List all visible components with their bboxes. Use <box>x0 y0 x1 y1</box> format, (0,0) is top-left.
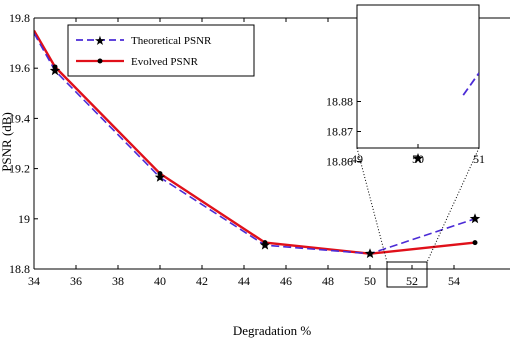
legend-box <box>67 24 255 77</box>
x-tick-label: 44 <box>238 274 250 288</box>
point-theoretical <box>154 171 166 182</box>
inset-y-tick-label: 18.88 <box>326 95 353 109</box>
x-tick-label: 38 <box>112 274 124 288</box>
x-ticks: 34 36 38 40 42 44 46 48 50 52 54 <box>28 18 460 288</box>
inset-x-tick-label: 50 <box>412 152 424 166</box>
inset-point-evolved <box>415 156 421 161</box>
inset-x-ticks: 49 50 51 <box>351 144 485 166</box>
series-line-0 <box>34 32 476 255</box>
y-tick-label: 19.8 <box>9 11 30 25</box>
legend-label-theoretical: Theoretical PSNR <box>131 35 212 47</box>
point-evolved <box>157 171 163 177</box>
zoom-region-box <box>386 261 428 288</box>
point-theoretical <box>469 213 481 224</box>
series-line-1 <box>34 29 476 255</box>
y-tick-label: 19.4 <box>9 111 30 125</box>
x-tick-label: 50 <box>364 274 376 288</box>
y-ticks: 18.8 19 19.2 19.4 19.6 19.8 <box>9 11 38 276</box>
x-tick-label: 36 <box>70 274 82 288</box>
inset-y-tick-label: 18.86 <box>326 155 353 169</box>
x-tick-label: 42 <box>196 274 208 288</box>
x-tick-label: 52 <box>406 274 418 288</box>
x-tick-label: 48 <box>322 274 334 288</box>
x-tick-label: 40 <box>154 274 166 288</box>
main-lines <box>34 29 476 255</box>
inset-x-tick-label: 51 <box>473 152 485 166</box>
y-tick-label: 19 <box>18 212 30 226</box>
point-theoretical <box>49 65 61 76</box>
legend-marker-theoretical: ★ <box>94 34 106 49</box>
point-evolved <box>52 64 58 70</box>
y-tick-label: 19.6 <box>9 61 30 75</box>
point-evolved <box>262 240 268 246</box>
y-tick-label: 18.8 <box>9 262 30 276</box>
y-tick-label: 19.2 <box>9 162 30 176</box>
legend-label-evolved: Evolved PSNR <box>131 56 199 68</box>
inset-x-tick-label: 49 <box>351 152 363 166</box>
x-tick-label: 34 <box>28 274 40 288</box>
legend: ★ Theoretical PSNR Evolved PSNR <box>67 24 255 77</box>
point-evolved <box>367 251 373 257</box>
x-tick-label: 46 <box>280 274 292 288</box>
main-markers <box>49 64 481 259</box>
legend-marker-evolved <box>97 58 103 64</box>
x-axis-title: Degradation % <box>233 323 312 338</box>
inset-y-ticks: 18.86 18.87 18.88 <box>326 95 361 169</box>
inset-markers <box>412 153 424 163</box>
x-tick-label: 54 <box>448 274 460 288</box>
point-evolved <box>472 240 478 246</box>
inset-y-tick-label: 18.87 <box>326 125 353 139</box>
inset-frame <box>356 4 480 149</box>
y-axis-title: PSNR (dB) <box>0 112 14 172</box>
